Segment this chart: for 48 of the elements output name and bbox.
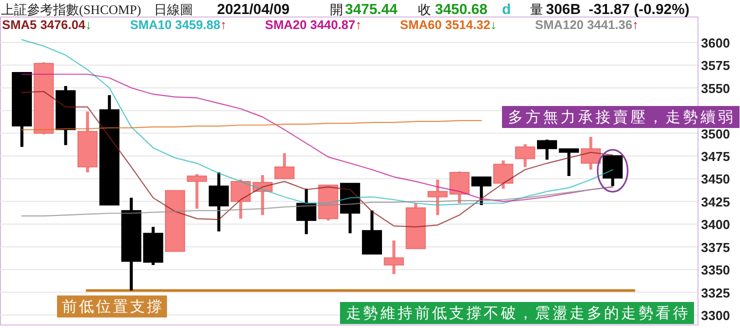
candlestick	[362, 210, 382, 255]
candlestick	[384, 240, 404, 274]
ref-line-label: 前低位置支撐	[62, 297, 164, 316]
annotation: -31.87 (-0.92%)	[588, 2, 690, 18]
candlestick	[186, 174, 207, 209]
text: 收	[418, 2, 431, 17]
y-tick-label: 3375	[701, 240, 730, 255]
line-series	[21, 74, 614, 202]
annotation: 306B	[546, 2, 581, 18]
candlestick	[296, 188, 316, 234]
candlestick	[274, 153, 294, 180]
candlestick	[536, 140, 558, 160]
candlestick	[230, 180, 251, 219]
y-tick-label: 3500	[701, 126, 730, 142]
annotation: 多方無力承接賣壓，走勢續弱	[508, 108, 736, 126]
annotation: 3475.44	[345, 2, 398, 18]
text: SMA60 3514.32↓	[400, 18, 497, 32]
candlestick	[515, 144, 536, 167]
y-tick-label: 3550	[701, 80, 730, 96]
text: SMA120 3441.36↑	[535, 18, 639, 32]
text: SMA5 3476.04↓	[2, 18, 92, 32]
text: 量	[530, 2, 543, 17]
candlestick	[428, 180, 448, 216]
line-series	[21, 120, 482, 130]
y-tick-label: 3400	[701, 217, 730, 232]
candlestick	[449, 171, 470, 204]
candlestick	[558, 148, 579, 176]
annotation: 走勢維持前低支撐不破，震盪走多的走勢看待	[346, 304, 690, 322]
chart-title: 上証參考指數(SHCOMP)	[1, 2, 142, 17]
y-tick-label: 3425	[701, 194, 730, 210]
y-tick-label: 3475	[701, 149, 730, 164]
text: 日線圖	[154, 2, 193, 17]
y-tick-label: 3325	[701, 285, 730, 300]
candlestick	[471, 176, 492, 206]
y-tick-label: 3600	[701, 35, 730, 50]
candlestick	[208, 172, 229, 232]
text: SMA10 3459.88↑	[130, 18, 227, 32]
annotation: d	[502, 2, 511, 18]
annotation: 2021/04/09	[217, 2, 290, 18]
y-tick-label: 3350	[701, 262, 730, 278]
candlestick	[493, 160, 514, 189]
y-tick-label: 3450	[701, 172, 730, 187]
annotation: 3450.68	[435, 2, 488, 18]
text: 開	[330, 2, 343, 17]
y-tick-label: 3575	[701, 58, 730, 74]
text: SMA20 3440.87↑	[265, 18, 362, 32]
candlestick	[602, 155, 623, 186]
y-tick-label: 3300	[701, 308, 730, 324]
